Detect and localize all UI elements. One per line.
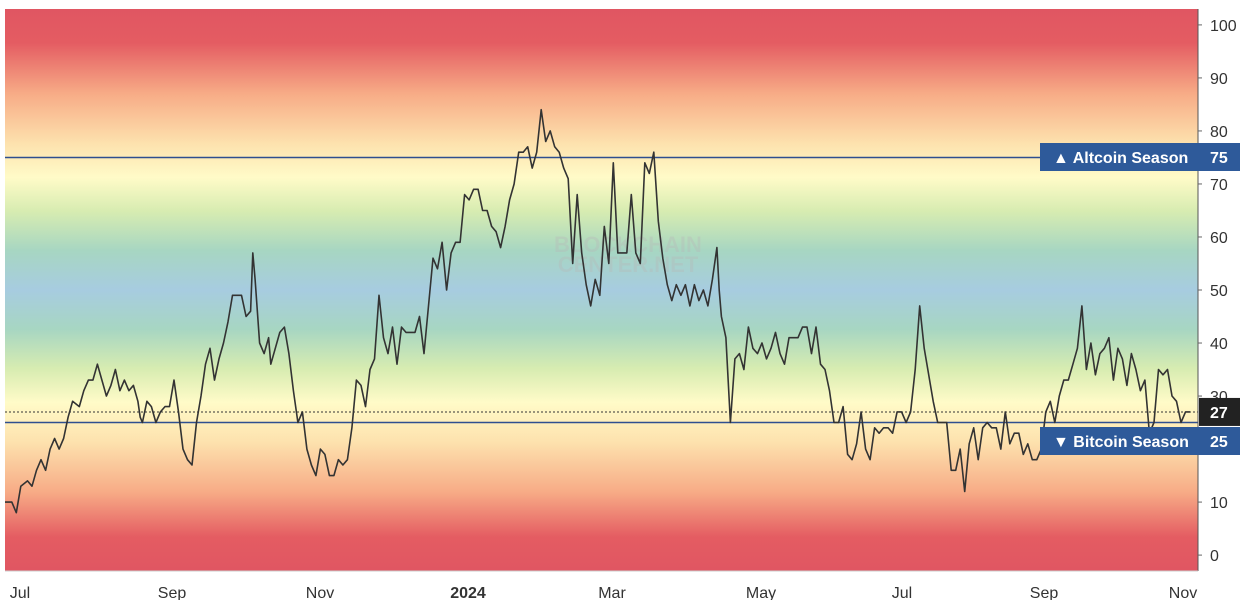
y-tick-label: 0 — [1210, 548, 1219, 565]
y-tick-label: 80 — [1210, 124, 1228, 141]
x-tick-label: May — [746, 585, 776, 600]
altcoin-season-value: 75 — [1210, 150, 1228, 167]
x-tick-label: 2024 — [450, 585, 486, 600]
y-tick-label: 50 — [1210, 283, 1228, 300]
x-axis-ticks: Jul Sep Nov 2024 Mar May Jul Sep Nov — [10, 585, 1197, 602]
altcoin-season-label: ▲ Altcoin Season — [1053, 150, 1188, 167]
x-tick-label: Jul — [892, 585, 912, 600]
bitcoin-season-value-bg — [1199, 427, 1240, 455]
y-tick-label: 100 — [1210, 18, 1237, 35]
x-tick-label: Sep — [1030, 585, 1059, 600]
current-value-bg — [1199, 397, 1240, 426]
value-labels: ▲ Altcoin Season 75 ▼ Bitcoin Season 25 27 — [1040, 143, 1240, 455]
reference-lines — [5, 156, 1198, 424]
series-line — [5, 108, 1190, 514]
x-tick-label: Nov — [1169, 585, 1197, 600]
altcoin-season-value-bg — [1199, 143, 1240, 171]
x-tick-label: Sep — [158, 585, 187, 600]
bitcoin-season-label-bg — [1040, 427, 1199, 455]
current-value-label: 27 — [1210, 405, 1228, 422]
watermark-line-2: CENTER.NET — [558, 252, 699, 277]
y-axis-ticks: 0102030405060708090100 — [1198, 18, 1237, 565]
y-tick-label: 70 — [1210, 177, 1228, 194]
y-tick-label: 90 — [1210, 71, 1228, 88]
bitcoin-season-label: ▼ Bitcoin Season — [1053, 434, 1189, 451]
x-tick-label: Mar — [598, 585, 626, 600]
x-tick-label: Nov — [306, 585, 334, 600]
y-tick-label: 40 — [1210, 336, 1228, 353]
bitcoin-season-value: 25 — [1210, 434, 1228, 451]
y-tick-label: 60 — [1210, 230, 1228, 247]
plot-background — [5, 9, 1198, 571]
altcoin-season-label-bg — [1040, 143, 1199, 171]
x-tick-label: Jul — [10, 585, 30, 600]
y-tick-label: 10 — [1210, 495, 1228, 512]
